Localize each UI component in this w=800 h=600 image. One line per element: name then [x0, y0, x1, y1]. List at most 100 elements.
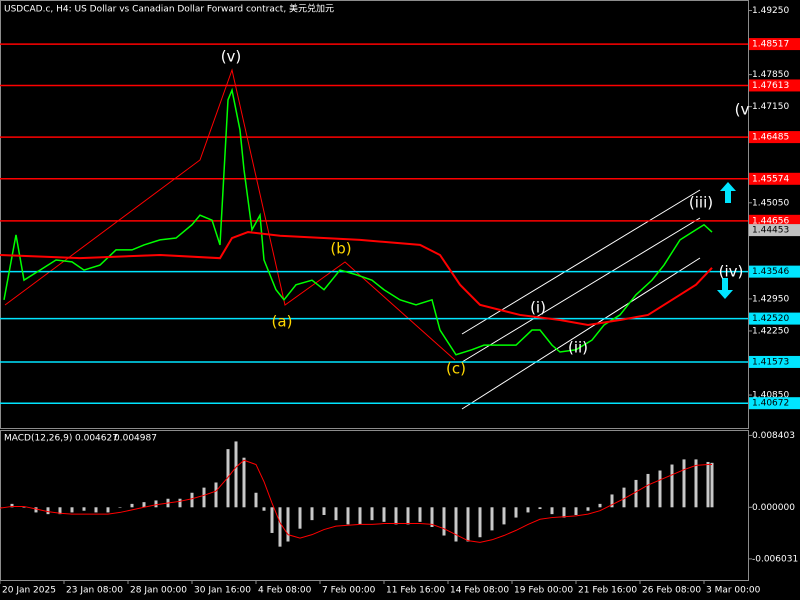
macd-bar — [46, 507, 50, 515]
x-tick-label: 14 Feb 08:00 — [450, 586, 509, 596]
x-tick-label: 23 Jan 08:00 — [66, 586, 123, 596]
indicator-title: MACD(12,26,9) — [4, 434, 72, 444]
macd-bar — [278, 507, 282, 547]
level-label: 1.48517 — [752, 40, 789, 50]
level-box — [749, 131, 800, 144]
x-tick-label: 28 Jan 00:00 — [130, 586, 187, 596]
current-price-box — [749, 224, 800, 237]
y-tick-label: 1.49250 — [752, 6, 789, 16]
x-tick-label: 30 Jan 16:00 — [194, 586, 251, 596]
wave-label: (b) — [330, 240, 351, 258]
level-box — [749, 38, 800, 51]
macd-bar — [242, 457, 246, 508]
macd-bar — [634, 479, 638, 508]
arrow-down — [717, 278, 733, 299]
macd-bar — [286, 507, 290, 542]
macd-bar — [270, 507, 274, 533]
x-tick-label: 11 Feb 16:00 — [386, 586, 445, 596]
macd-bar — [550, 507, 554, 515]
macd-bar — [202, 487, 206, 508]
macd-bar — [406, 507, 410, 525]
macd-bar — [562, 507, 566, 518]
wave-label: (v — [735, 101, 750, 119]
signal-value: 0.004987 — [114, 434, 157, 444]
macd-bar — [226, 449, 230, 508]
y-tick-label: 1.47150 — [752, 102, 789, 112]
macd-bar — [70, 507, 74, 513]
macd-bar — [646, 473, 650, 508]
wave-label: (i) — [530, 299, 546, 317]
macd-bar — [586, 507, 590, 511]
macd-bar — [430, 507, 434, 527]
macd-bar — [442, 507, 446, 536]
level-box — [749, 355, 800, 368]
macd-bar — [490, 507, 494, 531]
macd-bar — [370, 507, 374, 521]
wave-label: (c) — [446, 360, 466, 378]
wave-label: (ii) — [568, 339, 588, 357]
x-tick-label: 21 Feb 16:00 — [578, 586, 637, 596]
y-tick-label: 1.42250 — [752, 326, 789, 336]
macd-bar — [130, 503, 134, 508]
macd-bar — [478, 507, 482, 538]
y-tick-label: 0.000000 — [752, 503, 795, 513]
macd-bar — [706, 461, 710, 508]
level-box — [749, 397, 800, 410]
macd-bar — [358, 507, 362, 525]
wave-label: (v) — [221, 48, 242, 66]
macd-bar — [262, 507, 266, 511]
x-tick-label: 7 Feb 00:00 — [322, 586, 376, 596]
zigzag-line — [4, 68, 456, 361]
macd-bar — [142, 502, 146, 508]
macd-bar — [526, 507, 530, 513]
macd-bar — [466, 507, 470, 542]
macd-bar — [94, 507, 98, 513]
macd-bar — [22, 507, 26, 508]
level-box — [749, 312, 800, 325]
macd-bar — [34, 507, 38, 513]
macd-bar — [234, 441, 238, 508]
wave-label: (iv) — [719, 263, 744, 281]
level-label: 1.43546 — [752, 267, 789, 277]
level-label: 1.40672 — [752, 399, 789, 409]
macd-bar — [418, 507, 422, 522]
arrows — [717, 182, 736, 299]
macd-bar — [502, 507, 506, 525]
channel-line — [461, 217, 701, 363]
level-label: 1.46485 — [752, 133, 789, 143]
x-tick-label: 19 Feb 00:00 — [514, 586, 573, 596]
signal-line — [0, 459, 712, 543]
current-price-label: 1.44453 — [752, 226, 789, 236]
macd-bar — [710, 462, 714, 508]
level-box — [749, 79, 800, 92]
macd-bar — [610, 494, 614, 508]
y-tick-label: 1.40850 — [752, 391, 789, 401]
macd-bar — [658, 470, 662, 508]
macd-bar — [538, 507, 542, 510]
macd-bar — [322, 507, 326, 515]
level-label: 1.47613 — [752, 81, 789, 91]
macd-bar — [394, 507, 398, 525]
macd-bar — [310, 507, 314, 521]
level-box — [749, 172, 800, 185]
x-tick-label: 20 Jan 2025 — [2, 586, 56, 596]
main-frame — [0, 0, 749, 429]
price-line — [3, 87, 713, 356]
macd-bar — [10, 503, 14, 508]
level-box — [749, 214, 800, 227]
y-tick-label: 1.42950 — [752, 294, 789, 304]
x-tick-label: 26 Feb 08:00 — [642, 586, 701, 596]
macd-bar — [382, 507, 386, 522]
y-tick-label: 0.008403 — [752, 431, 795, 441]
macd-bar — [694, 459, 698, 508]
macd-bar — [574, 507, 578, 515]
macd-bar — [214, 482, 218, 508]
macd-bar — [82, 507, 86, 511]
macd-bar — [622, 487, 626, 508]
macd-bar — [254, 492, 258, 508]
y-tick-label: 1.47850 — [752, 70, 789, 80]
macd-bar — [190, 492, 194, 508]
level-label: 1.42520 — [752, 314, 789, 324]
level-label: 1.41573 — [752, 357, 789, 367]
